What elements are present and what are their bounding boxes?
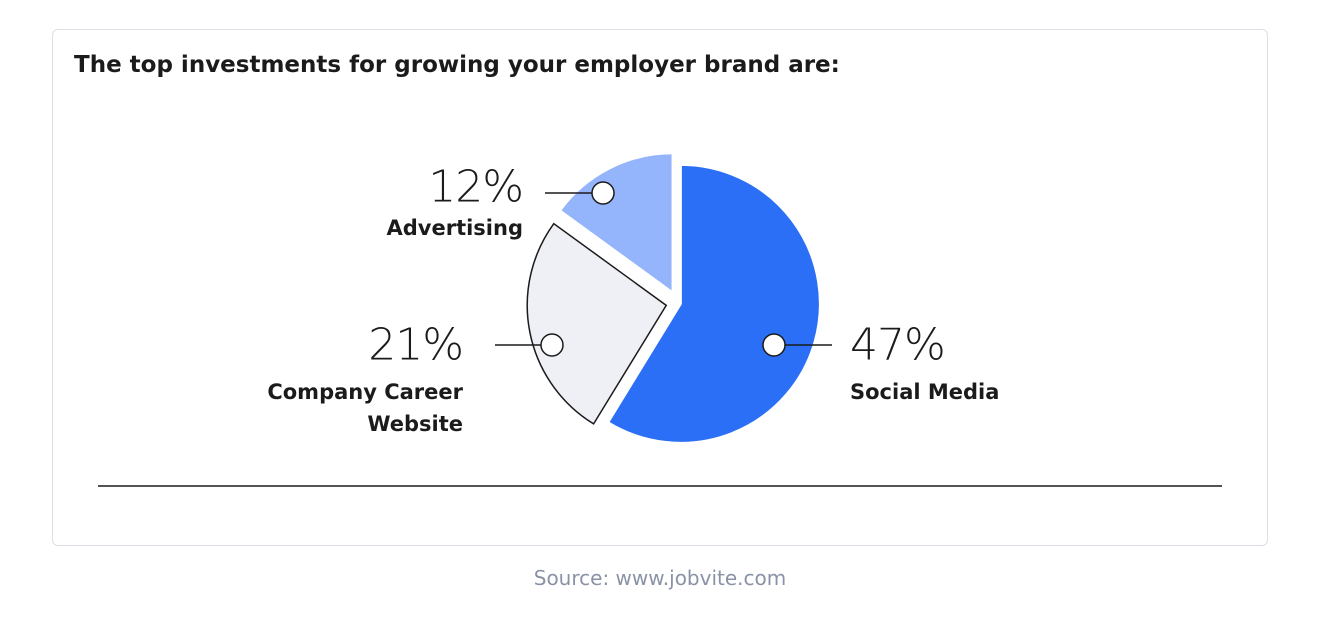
marker-dot <box>540 333 564 357</box>
source: Source: www.jobvite.com <box>533 566 787 590</box>
value-label: 12% <box>428 161 524 213</box>
chart-title: The top investments for growing your emp… <box>74 52 840 78</box>
value-label: 21% <box>368 319 464 371</box>
pie-slice <box>558 152 674 295</box>
marker-dot <box>762 333 786 357</box>
value-label: 47% <box>850 319 946 371</box>
marker-dot <box>591 181 615 205</box>
category-label: Advertising <box>386 216 524 240</box>
card <box>52 29 1268 546</box>
pie-slice <box>526 222 668 425</box>
pie-slice <box>606 163 821 444</box>
category-label: Company Career Website <box>267 380 463 436</box>
category-label: Social Media <box>850 380 1000 404</box>
